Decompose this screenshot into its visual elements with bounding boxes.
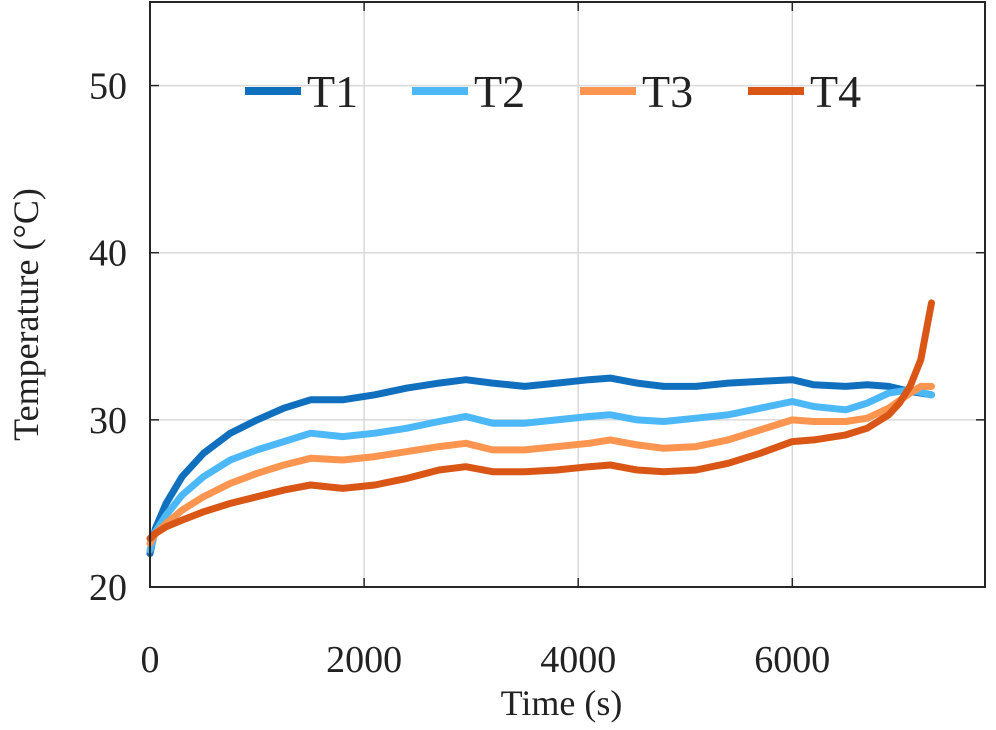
series-line-t3 <box>146 382 935 547</box>
legend-label: T4 <box>810 66 861 117</box>
legend-label: T2 <box>474 66 525 117</box>
axis-ticks: 0 2000 4000 6000 20 30 40 50 <box>89 2 985 681</box>
legend-label: T1 <box>307 66 358 117</box>
series-layer <box>146 299 935 558</box>
y-axis-label: Temperature (°C) <box>6 188 46 441</box>
series-line-t4 <box>146 299 935 542</box>
legend-item-t3: T3 <box>580 66 693 117</box>
x-tick-label: 6000 <box>754 639 830 681</box>
x-tick-label: 4000 <box>540 639 616 681</box>
x-axis-label: Time (s) <box>501 683 623 723</box>
legend-item-t1: T1 <box>245 66 358 117</box>
legend-item-t4: T4 <box>748 66 861 117</box>
series-line-t1 <box>146 374 935 558</box>
legend: T1 T2 T3 T4 <box>245 66 861 117</box>
x-tick-label: 0 <box>141 639 160 681</box>
y-tick-label: 30 <box>89 400 127 442</box>
series-line-t2 <box>146 386 935 554</box>
plot-frame <box>149 1 986 588</box>
legend-item-t2: T2 <box>412 66 525 117</box>
legend-label: T3 <box>642 66 693 117</box>
y-tick-label: 50 <box>89 66 127 108</box>
y-tick-label: 20 <box>89 567 127 609</box>
y-tick-label: 40 <box>89 233 127 275</box>
x-tick-label: 2000 <box>326 639 402 681</box>
